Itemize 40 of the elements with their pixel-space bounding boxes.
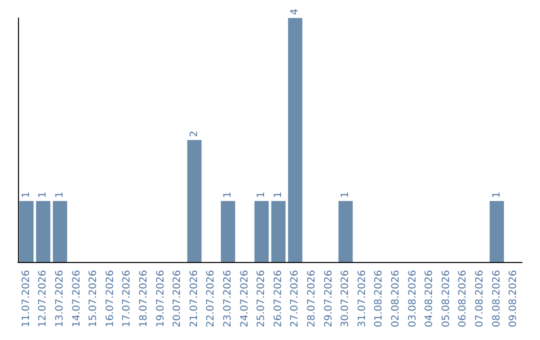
x-tick-label: 19.07.2026 xyxy=(155,270,166,328)
x-tick-label: 02.08.2026 xyxy=(390,270,402,328)
x-tick-label: 20.07.2026 xyxy=(172,270,184,328)
x-tick-label: 26.07.2026 xyxy=(272,270,284,328)
x-tick-label: 13.07.2026 xyxy=(54,270,66,328)
x-tick-label: 25.07.2026 xyxy=(256,270,268,328)
x-tick-label: 16.07.2026 xyxy=(104,270,116,328)
x-tick-label: 30.07.2026 xyxy=(340,270,352,328)
x-tick-label: 31.07.2026 xyxy=(356,270,368,328)
x-tick-label: 04.08.2026 xyxy=(424,270,436,328)
x-tick-label: 15.07.2026 xyxy=(88,270,100,328)
x-tick-label: 05.08.2026 xyxy=(440,270,452,328)
x-tick-label: 12.07.2026 xyxy=(38,270,49,328)
data-label: 1 xyxy=(20,192,32,198)
x-tick-label: 23.07.2026 xyxy=(222,270,234,328)
x-tick-label: 09.08.2026 xyxy=(508,270,520,328)
x-tick-label: 18.07.2026 xyxy=(138,270,150,328)
x-tick-label: 17.07.2026 xyxy=(122,270,133,328)
x-tick-label: 03.08.2026 xyxy=(407,270,418,328)
x-tick-label: 07.08.2026 xyxy=(474,270,486,328)
x-tick-label: 06.08.2026 xyxy=(458,270,469,328)
x-tick-label: 24.07.2026 xyxy=(239,270,250,328)
data-label: 4 xyxy=(290,8,301,15)
data-label: 2 xyxy=(188,130,200,137)
data-label: 1 xyxy=(340,192,352,198)
data-label: 1 xyxy=(256,192,268,198)
x-tick-label: 08.08.2026 xyxy=(491,270,502,328)
x-tick-label: 11.07.2026 xyxy=(20,270,32,328)
x-tick-label: 28.07.2026 xyxy=(306,270,318,328)
data-label: 1 xyxy=(222,192,234,198)
x-tick-label: 21.07.2026 xyxy=(188,270,200,328)
x-tick-label: 01.08.2026 xyxy=(374,270,385,328)
x-tick-label: 22.07.2026 xyxy=(206,270,217,328)
x-tick-label: 14.07.2026 xyxy=(71,270,82,328)
data-label: 1 xyxy=(272,192,284,198)
data-label: 1 xyxy=(38,192,49,198)
data-label: 1 xyxy=(491,192,502,198)
x-tick-label: 27.07.2026 xyxy=(290,270,301,328)
data-label: 1 xyxy=(54,192,66,198)
x-tick-label: 29.07.2026 xyxy=(323,270,334,328)
